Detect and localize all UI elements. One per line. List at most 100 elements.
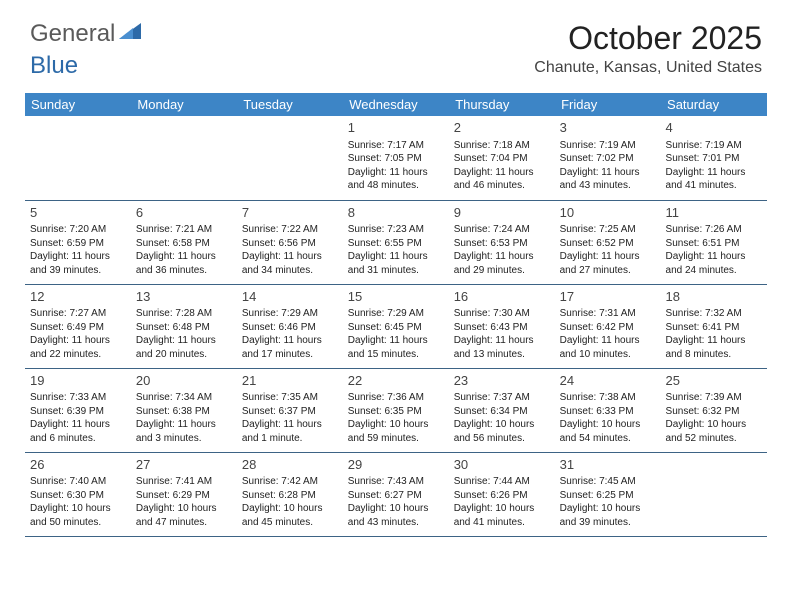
calendar-day-cell: 31Sunrise: 7:45 AMSunset: 6:25 PMDayligh… <box>555 452 661 536</box>
day-number: 11 <box>666 204 762 222</box>
day-info: Sunrise: 7:26 AMSunset: 6:51 PMDaylight:… <box>666 223 762 277</box>
calendar-empty-cell <box>131 116 237 200</box>
day-info: Sunrise: 7:27 AMSunset: 6:49 PMDaylight:… <box>30 307 126 361</box>
calendar-day-cell: 4 Sunrise: 7:19 AMSunset: 7:01 PMDaylight… <box>661 116 767 200</box>
calendar-day-cell: 20Sunrise: 7:34 AMSunset: 6:38 PMDayligh… <box>131 368 237 452</box>
day-info: Sunrise: 7:41 AMSunset: 6:29 PMDaylight:… <box>136 475 232 529</box>
logo: General <box>30 20 143 48</box>
day-info: Sunrise: 7:31 AMSunset: 6:42 PMDaylight:… <box>560 307 656 361</box>
day-info: Sunrise: 7:17 AMSunset: 7:05 PMDaylight:… <box>348 139 444 193</box>
calendar-day-cell: 15Sunrise: 7:29 AMSunset: 6:45 PMDayligh… <box>343 284 449 368</box>
day-info: Sunrise: 7:33 AMSunset: 6:39 PMDaylight:… <box>30 391 126 445</box>
day-number: 3 <box>560 119 656 137</box>
month-title: October 2025 <box>534 20 762 57</box>
day-info: Sunrise: 7:23 AMSunset: 6:55 PMDaylight:… <box>348 223 444 277</box>
calendar-day-cell: 25Sunrise: 7:39 AMSunset: 6:32 PMDayligh… <box>661 368 767 452</box>
day-info: Sunrise: 7:21 AMSunset: 6:58 PMDaylight:… <box>136 223 232 277</box>
calendar-table: SundayMondayTuesdayWednesdayThursdayFrid… <box>25 93 767 537</box>
day-number: 12 <box>30 288 126 306</box>
calendar-day-cell: 9Sunrise: 7:24 AMSunset: 6:53 PMDaylight… <box>449 200 555 284</box>
day-number: 7 <box>242 204 338 222</box>
day-info: Sunrise: 7:18 AMSunset: 7:04 PMDaylight:… <box>454 139 550 193</box>
calendar-empty-cell <box>25 116 131 200</box>
day-info: Sunrise: 7:45 AMSunset: 6:25 PMDaylight:… <box>560 475 656 529</box>
calendar-day-cell: 30Sunrise: 7:44 AMSunset: 6:26 PMDayligh… <box>449 452 555 536</box>
weekday-header: Monday <box>131 93 237 116</box>
calendar-day-cell: 16Sunrise: 7:30 AMSunset: 6:43 PMDayligh… <box>449 284 555 368</box>
day-number: 2 <box>454 119 550 137</box>
location: Chanute, Kansas, United States <box>534 59 762 77</box>
day-number: 5 <box>30 204 126 222</box>
calendar-body: 1 Sunrise: 7:17 AMSunset: 7:05 PMDaylight… <box>25 116 767 536</box>
day-number: 8 <box>348 204 444 222</box>
calendar-week-row: 26Sunrise: 7:40 AMSunset: 6:30 PMDayligh… <box>25 452 767 536</box>
day-number: 22 <box>348 372 444 390</box>
day-info: Sunrise: 7:32 AMSunset: 6:41 PMDaylight:… <box>666 307 762 361</box>
day-number: 30 <box>454 456 550 474</box>
logo-triangle-icon <box>119 23 141 44</box>
day-number: 26 <box>30 456 126 474</box>
calendar-week-row: 12Sunrise: 7:27 AMSunset: 6:49 PMDayligh… <box>25 284 767 368</box>
weekday-header: Thursday <box>449 93 555 116</box>
calendar-week-row: 19Sunrise: 7:33 AMSunset: 6:39 PMDayligh… <box>25 368 767 452</box>
day-info: Sunrise: 7:40 AMSunset: 6:30 PMDaylight:… <box>30 475 126 529</box>
calendar-day-cell: 12Sunrise: 7:27 AMSunset: 6:49 PMDayligh… <box>25 284 131 368</box>
weekday-header: Friday <box>555 93 661 116</box>
title-block: October 2025 Chanute, Kansas, United Sta… <box>534 20 762 77</box>
day-info: Sunrise: 7:34 AMSunset: 6:38 PMDaylight:… <box>136 391 232 445</box>
calendar-day-cell: 19Sunrise: 7:33 AMSunset: 6:39 PMDayligh… <box>25 368 131 452</box>
day-info: Sunrise: 7:37 AMSunset: 6:34 PMDaylight:… <box>454 391 550 445</box>
calendar-day-cell: 2 Sunrise: 7:18 AMSunset: 7:04 PMDaylight… <box>449 116 555 200</box>
calendar-day-cell: 7Sunrise: 7:22 AMSunset: 6:56 PMDaylight… <box>237 200 343 284</box>
day-info: Sunrise: 7:38 AMSunset: 6:33 PMDaylight:… <box>560 391 656 445</box>
weekday-header: Tuesday <box>237 93 343 116</box>
day-number: 27 <box>136 456 232 474</box>
header: General October 2025 Chanute, Kansas, Un… <box>0 0 792 85</box>
day-info: Sunrise: 7:19 AMSunset: 7:02 PMDaylight:… <box>560 139 656 193</box>
calendar-day-cell: 14Sunrise: 7:29 AMSunset: 6:46 PMDayligh… <box>237 284 343 368</box>
day-info: Sunrise: 7:39 AMSunset: 6:32 PMDaylight:… <box>666 391 762 445</box>
day-info: Sunrise: 7:24 AMSunset: 6:53 PMDaylight:… <box>454 223 550 277</box>
day-number: 14 <box>242 288 338 306</box>
day-number: 19 <box>30 372 126 390</box>
day-info: Sunrise: 7:36 AMSunset: 6:35 PMDaylight:… <box>348 391 444 445</box>
calendar-day-cell: 24Sunrise: 7:38 AMSunset: 6:33 PMDayligh… <box>555 368 661 452</box>
day-info: Sunrise: 7:22 AMSunset: 6:56 PMDaylight:… <box>242 223 338 277</box>
calendar-empty-cell <box>661 452 767 536</box>
day-number: 18 <box>666 288 762 306</box>
calendar-week-row: 1 Sunrise: 7:17 AMSunset: 7:05 PMDaylight… <box>25 116 767 200</box>
day-number: 20 <box>136 372 232 390</box>
calendar-day-cell: 3 Sunrise: 7:19 AMSunset: 7:02 PMDaylight… <box>555 116 661 200</box>
day-number: 28 <box>242 456 338 474</box>
day-info: Sunrise: 7:28 AMSunset: 6:48 PMDaylight:… <box>136 307 232 361</box>
day-number: 16 <box>454 288 550 306</box>
calendar-day-cell: 10Sunrise: 7:25 AMSunset: 6:52 PMDayligh… <box>555 200 661 284</box>
day-info: Sunrise: 7:29 AMSunset: 6:45 PMDaylight:… <box>348 307 444 361</box>
day-info: Sunrise: 7:42 AMSunset: 6:28 PMDaylight:… <box>242 475 338 529</box>
calendar-day-cell: 26Sunrise: 7:40 AMSunset: 6:30 PMDayligh… <box>25 452 131 536</box>
logo-text-blue: Blue <box>30 52 78 79</box>
day-number: 10 <box>560 204 656 222</box>
day-number: 9 <box>454 204 550 222</box>
calendar-day-cell: 1 Sunrise: 7:17 AMSunset: 7:05 PMDaylight… <box>343 116 449 200</box>
day-number: 17 <box>560 288 656 306</box>
calendar-day-cell: 23Sunrise: 7:37 AMSunset: 6:34 PMDayligh… <box>449 368 555 452</box>
day-info: Sunrise: 7:20 AMSunset: 6:59 PMDaylight:… <box>30 223 126 277</box>
calendar-empty-cell <box>237 116 343 200</box>
calendar-day-cell: 27Sunrise: 7:41 AMSunset: 6:29 PMDayligh… <box>131 452 237 536</box>
day-number: 25 <box>666 372 762 390</box>
day-info: Sunrise: 7:19 AMSunset: 7:01 PMDaylight:… <box>666 139 762 193</box>
day-number: 4 <box>666 119 762 137</box>
day-number: 24 <box>560 372 656 390</box>
weekday-header: Sunday <box>25 93 131 116</box>
day-number: 15 <box>348 288 444 306</box>
logo-blue-row: Blue <box>30 52 78 80</box>
calendar-day-cell: 6Sunrise: 7:21 AMSunset: 6:58 PMDaylight… <box>131 200 237 284</box>
day-info: Sunrise: 7:29 AMSunset: 6:46 PMDaylight:… <box>242 307 338 361</box>
day-info: Sunrise: 7:35 AMSunset: 6:37 PMDaylight:… <box>242 391 338 445</box>
day-number: 1 <box>348 119 444 137</box>
day-info: Sunrise: 7:43 AMSunset: 6:27 PMDaylight:… <box>348 475 444 529</box>
calendar-day-cell: 17Sunrise: 7:31 AMSunset: 6:42 PMDayligh… <box>555 284 661 368</box>
calendar-day-cell: 5Sunrise: 7:20 AMSunset: 6:59 PMDaylight… <box>25 200 131 284</box>
day-number: 6 <box>136 204 232 222</box>
